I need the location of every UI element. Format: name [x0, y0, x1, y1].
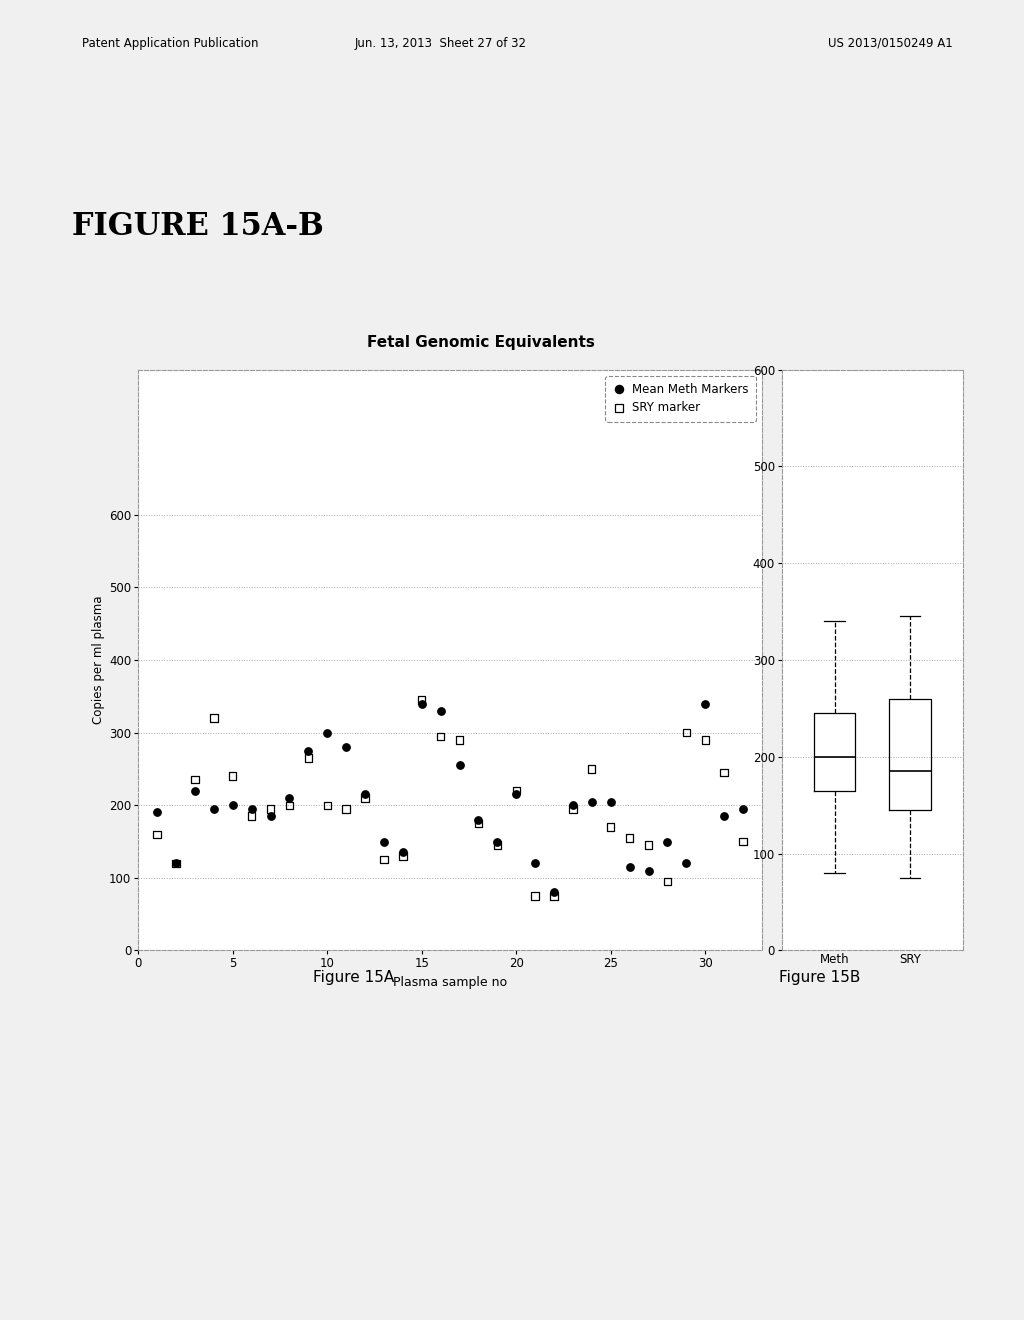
SRY marker [376, 849, 392, 870]
Mean Meth Markers [414, 693, 430, 714]
Mean Meth Markers [376, 832, 392, 853]
SRY marker [224, 766, 241, 787]
SRY marker [432, 726, 449, 747]
SRY marker [470, 813, 486, 834]
Mean Meth Markers [602, 791, 618, 812]
SRY marker [319, 795, 336, 816]
Mean Meth Markers [394, 842, 411, 863]
Mean Meth Markers [564, 795, 581, 816]
Mean Meth Markers [262, 805, 279, 826]
SRY marker [622, 828, 638, 849]
SRY marker [678, 722, 694, 743]
Mean Meth Markers [470, 809, 486, 830]
SRY marker [640, 834, 656, 855]
Mean Meth Markers [244, 799, 260, 820]
SRY marker [186, 770, 203, 791]
Text: Figure 15A: Figure 15A [312, 970, 394, 985]
SRY marker [659, 871, 676, 892]
Mean Meth Markers [622, 857, 638, 878]
Mean Meth Markers [640, 861, 656, 882]
SRY marker [244, 805, 260, 826]
Mean Meth Markers [224, 795, 241, 816]
SRY marker [356, 787, 373, 808]
X-axis label: Plasma sample no: Plasma sample no [393, 975, 507, 989]
Mean Meth Markers [584, 791, 600, 812]
SRY marker [716, 762, 732, 783]
SRY marker [300, 747, 316, 768]
Mean Meth Markers [432, 700, 449, 721]
SRY marker [508, 780, 524, 801]
Text: US 2013/0150249 A1: US 2013/0150249 A1 [827, 37, 952, 50]
Text: Jun. 13, 2013  Sheet 27 of 32: Jun. 13, 2013 Sheet 27 of 32 [354, 37, 526, 50]
SRY marker [282, 795, 298, 816]
Mean Meth Markers [206, 799, 222, 820]
Text: Fetal Genomic Equivalents: Fetal Genomic Equivalents [368, 335, 595, 350]
SRY marker [338, 799, 354, 820]
SRY marker [168, 853, 184, 874]
SRY marker [394, 845, 411, 866]
Mean Meth Markers [527, 853, 544, 874]
SRY marker [262, 799, 279, 820]
Y-axis label: Copies per ml plasma: Copies per ml plasma [92, 595, 104, 725]
Text: Figure 15B: Figure 15B [778, 970, 860, 985]
Mean Meth Markers [186, 780, 203, 801]
Mean Meth Markers [452, 755, 468, 776]
Mean Meth Markers [716, 805, 732, 826]
SRY marker [602, 816, 618, 837]
SRY marker [148, 824, 165, 845]
Mean Meth Markers [148, 801, 165, 824]
Mean Meth Markers [659, 832, 676, 853]
SRY marker [584, 758, 600, 779]
Mean Meth Markers [508, 784, 524, 805]
Mean Meth Markers [282, 787, 298, 808]
Text: FIGURE 15A-B: FIGURE 15A-B [72, 211, 324, 242]
SRY marker [206, 708, 222, 729]
Mean Meth Markers [319, 722, 336, 743]
Mean Meth Markers [678, 853, 694, 874]
Mean Meth Markers [489, 832, 506, 853]
Mean Meth Markers [338, 737, 354, 758]
Mean Meth Markers [546, 882, 562, 903]
SRY marker [546, 886, 562, 907]
Mean Meth Markers [356, 784, 373, 805]
Mean Meth Markers [168, 853, 184, 874]
SRY marker [452, 729, 468, 750]
Mean Meth Markers [697, 693, 714, 714]
SRY marker [489, 834, 506, 855]
SRY marker [697, 729, 714, 750]
SRY marker [527, 886, 544, 907]
SRY marker [735, 832, 752, 853]
SRY marker [414, 689, 430, 710]
SRY marker [564, 799, 581, 820]
Text: Patent Application Publication: Patent Application Publication [82, 37, 258, 50]
Legend: Mean Meth Markers, SRY marker: Mean Meth Markers, SRY marker [605, 375, 756, 421]
Mean Meth Markers [735, 799, 752, 820]
Mean Meth Markers [300, 741, 316, 762]
